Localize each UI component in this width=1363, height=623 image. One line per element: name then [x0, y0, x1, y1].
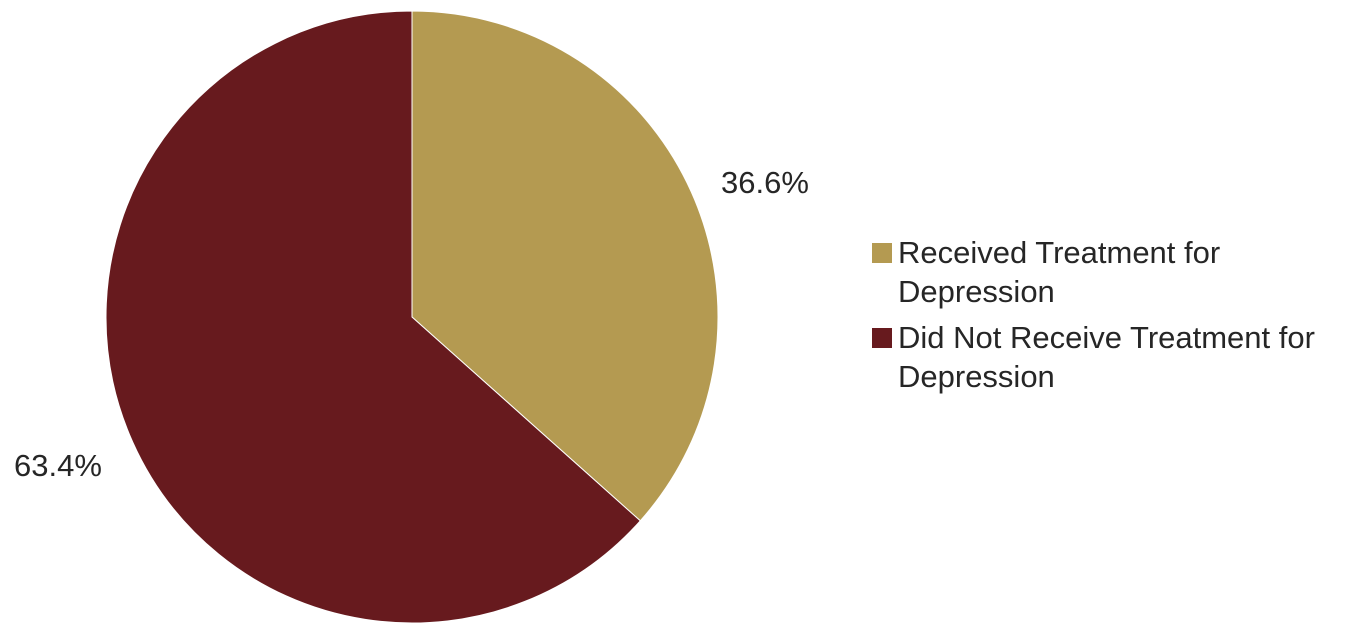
legend-label-received: Received Treatment for Depression — [898, 235, 1221, 309]
legend-item-not-received: Did Not Receive Treatment for Depression — [872, 318, 1352, 396]
legend-label-not-received: Did Not Receive Treatment for Depression — [898, 320, 1315, 394]
legend-item-received: Received Treatment for Depression — [872, 233, 1352, 311]
pie-label-received: 36.6% — [721, 165, 809, 200]
pie-data-labels: 36.6% 63.4% — [14, 165, 809, 483]
pie-label-not-received: 63.4% — [14, 448, 102, 483]
pie-slice-received — [411, 10, 719, 522]
pie-slices — [105, 10, 719, 623]
chart-legend: Received Treatment for Depression Did No… — [872, 233, 1352, 403]
legend-swatch-received — [872, 243, 892, 263]
pie-slice-not-received — [105, 10, 641, 623]
legend-swatch-not-received — [872, 328, 892, 348]
